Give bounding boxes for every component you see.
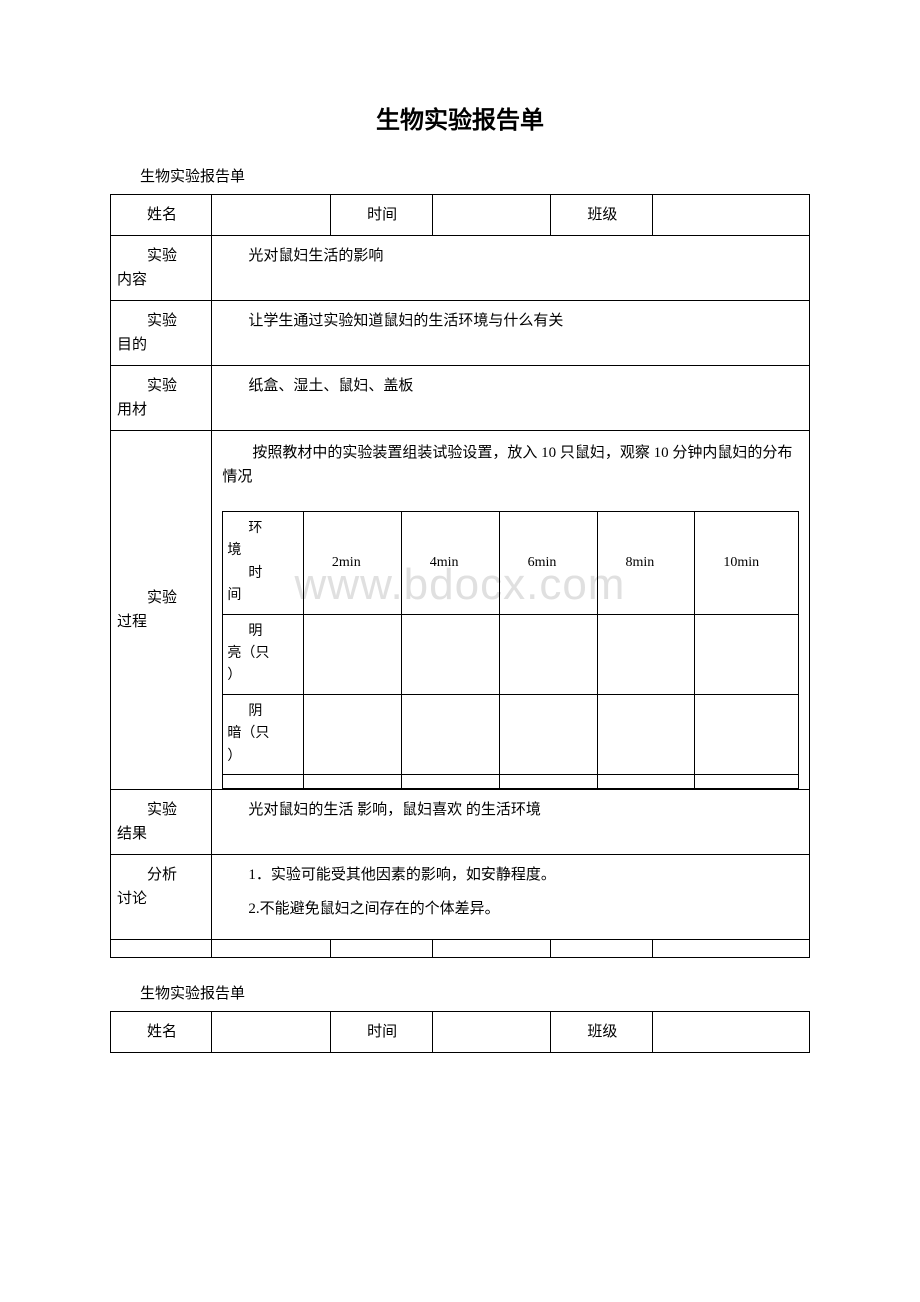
col-6min: 6min <box>499 512 597 615</box>
time-value <box>432 195 551 236</box>
bright-4min <box>401 614 499 694</box>
bright-8min <box>597 614 695 694</box>
content-value: 光对鼠妇生活的影响 <box>212 236 810 301</box>
col-8min: 8min <box>597 512 695 615</box>
col-2min: 2min <box>303 512 401 615</box>
footer-c3 <box>331 939 432 957</box>
blank-row-c1 <box>223 774 304 788</box>
material-label: 实验 用材 <box>111 366 212 431</box>
class-label: 班级 <box>551 195 652 236</box>
bright-2min <box>303 614 401 694</box>
header-row: 姓名 时间 班级 <box>111 195 810 236</box>
col-10min: 10min <box>695 512 799 615</box>
result-label: 实验 结果 <box>111 789 212 854</box>
discuss-value: 1．实验可能受其他因素的影响，如安静程度。 2.不能避免鼠妇之间存在的个体差异。 <box>212 854 810 939</box>
process-label: 实验 过程 <box>111 431 212 790</box>
subtitle-2: 生物实验报告单 <box>140 982 810 1003</box>
bright-label: 明 亮（只 ） <box>223 614 304 694</box>
bright-10min <box>695 614 799 694</box>
content-row: 实验 内容 光对鼠妇生活的影响 <box>111 236 810 301</box>
blank-row-c5 <box>597 774 695 788</box>
time-label: 时间 <box>331 195 432 236</box>
footer-c4 <box>432 939 551 957</box>
blank-row-c3 <box>401 774 499 788</box>
footer-c6 <box>652 939 809 957</box>
page-title: 生物实验报告单 <box>110 100 810 135</box>
time-label-2: 时间 <box>331 1011 432 1052</box>
header-row-2: 姓名 时间 班级 <box>111 1011 810 1052</box>
env-time-header: 环 境 时 间 <box>223 512 304 615</box>
name-label-2: 姓名 <box>111 1011 212 1052</box>
blank-row-c4 <box>499 774 597 788</box>
dark-4min <box>401 694 499 774</box>
name-label: 姓名 <box>111 195 212 236</box>
name-value <box>212 195 331 236</box>
experiment-table-2: 姓名 时间 班级 <box>110 1011 810 1053</box>
discuss-label: 分析 讨论 <box>111 854 212 939</box>
discuss-row: 分析 讨论 1．实验可能受其他因素的影响，如安静程度。 2.不能避免鼠妇之间存在… <box>111 854 810 939</box>
purpose-label: 实验 目的 <box>111 301 212 366</box>
footer-row <box>111 939 810 957</box>
process-intro: 按照教材中的实验装置组装试验设置，放入 10 只鼠妇，观察 10 分钟内鼠妇的分… <box>212 431 809 499</box>
time-value-2 <box>432 1011 551 1052</box>
class-label-2: 班级 <box>551 1011 652 1052</box>
dark-label: 阴 暗（只 ） <box>223 694 304 774</box>
col-4min: 4min <box>401 512 499 615</box>
footer-c2 <box>212 939 331 957</box>
class-value <box>652 195 809 236</box>
bright-6min <box>499 614 597 694</box>
blank-row-c2 <box>303 774 401 788</box>
process-value: 按照教材中的实验装置组装试验设置，放入 10 只鼠妇，观察 10 分钟内鼠妇的分… <box>212 431 810 790</box>
experiment-table: 姓名 时间 班级 实验 内容 光对鼠妇生活的影响 实验 目的 让学生通过实验知道… <box>110 194 810 958</box>
observation-table: 环 境 时 间 2min 4min 6min 8min 10min 明 <box>222 511 799 789</box>
dark-6min <box>499 694 597 774</box>
dark-2min <box>303 694 401 774</box>
dark-10min <box>695 694 799 774</box>
material-row: 实验 用材 纸盒、湿土、鼠妇、盖板 <box>111 366 810 431</box>
purpose-row: 实验 目的 让学生通过实验知道鼠妇的生活环境与什么有关 <box>111 301 810 366</box>
footer-c5 <box>551 939 652 957</box>
purpose-value: 让学生通过实验知道鼠妇的生活环境与什么有关 <box>212 301 810 366</box>
footer-c1 <box>111 939 212 957</box>
subtitle: 生物实验报告单 <box>140 165 810 186</box>
process-row: 实验 过程 按照教材中的实验装置组装试验设置，放入 10 只鼠妇，观察 10 分… <box>111 431 810 790</box>
name-value-2 <box>212 1011 331 1052</box>
material-value: 纸盒、湿土、鼠妇、盖板 <box>212 366 810 431</box>
dark-8min <box>597 694 695 774</box>
result-row: 实验 结果 光对鼠妇的生活 影响，鼠妇喜欢 的生活环境 <box>111 789 810 854</box>
blank-row-c6 <box>695 774 799 788</box>
result-value: 光对鼠妇的生活 影响，鼠妇喜欢 的生活环境 <box>212 789 810 854</box>
content-label: 实验 内容 <box>111 236 212 301</box>
class-value-2 <box>652 1011 809 1052</box>
